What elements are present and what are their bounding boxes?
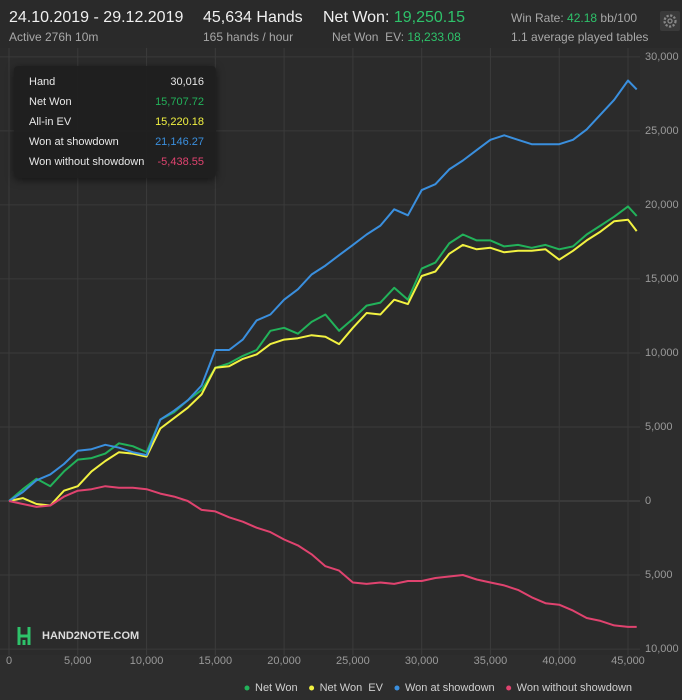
x-tick-label: 40,000 [542,655,576,667]
tooltip-row: Hand 30,016 [14,72,216,92]
tooltip-row: All-in EV 15,220.18 [14,112,216,132]
logo-mark [17,627,31,645]
tooltip-value: 15,220.18 [155,116,204,128]
series-line [8,79,638,502]
net-won-value: 19,250.15 [393,9,466,26]
date-range: 24.10.2019 - 29.12.2019 [9,9,184,26]
net-won: Net Won: 19,250.15 [323,9,465,27]
tooltip-label: Hand [29,76,56,88]
legend-label: Won without showdown [517,682,632,694]
legend-label: Net Won EV [320,682,384,694]
legend-dot [394,685,400,691]
tooltip-value: 21,146.27 [155,136,204,148]
tooltip-value: 30,016 [170,76,204,88]
net-won-ev-label: Net Won EV: [332,30,405,44]
x-tick-label: 0 [6,655,12,667]
tooltip-label: All-in EV [29,116,72,128]
active-time: Active 276h 10m [9,30,99,44]
win-rate-value: 42.18 [567,11,598,25]
net-won-ev-value: 18,233.08 [407,30,461,44]
y-tick-label: 10,000 [645,347,679,359]
win-rate-label: Win Rate: [511,11,564,25]
tooltip-value: 15,707.72 [155,96,204,108]
tooltip-row: Won without showdown -5,438.55 [14,152,216,172]
win-rate: Win Rate: 42.18 bb/100 [511,11,637,25]
tooltip-row: Won at showdown 21,146.27 [14,132,216,152]
hands-per-hour: 165 hands / hour [203,30,294,44]
net-won-label: Net Won: [323,9,390,26]
settings-icon[interactable] [660,11,680,31]
x-tick-label: 30,000 [405,655,439,667]
x-tick-label: 25,000 [336,655,370,667]
y-tick-label: 15,000 [645,273,679,285]
y-tick-label: 10,000 [645,643,679,655]
y-tick-label: 20,000 [645,199,679,211]
header: 24.10.2019 - 29.12.2019 Active 276h 10m … [0,0,682,48]
tooltip-row: Net Won 15,707.72 [14,92,216,112]
legend-label: Net Won [255,682,298,694]
y-tick-label: 25,000 [645,125,679,137]
watermark-text: HAND2NOTE.COM [42,630,139,642]
legend-label: Won at showdown [405,682,495,694]
tooltip-value: -5,438.55 [157,156,204,168]
x-tick-label: 35,000 [474,655,508,667]
y-tick-label: 5,000 [645,569,673,581]
tooltip: Hand 30,016 Net Won 15,707.72 All-in EV 15,22… [14,66,216,178]
tooltip-label: Won without showdown [29,156,145,168]
legend-dot [506,685,512,691]
tables: 1.1 average played tables [511,30,649,44]
x-tick-label: 15,000 [199,655,233,667]
net-won-ev: Net Won EV: 18,233.08 [332,30,461,44]
y-tick-label: 30,000 [645,51,679,63]
series-line [8,485,637,628]
x-tick-label: 10,000 [130,655,164,667]
win-rate-unit: bb/100 [600,11,638,25]
series-line [8,218,638,507]
x-tick-label: 45,000 [611,655,645,667]
watermark: HAND2NOTE.COM [17,627,139,645]
x-tick-label: 20,000 [267,655,301,667]
x-tick-label: 5,000 [64,655,92,667]
tooltip-label: Net Won [29,96,72,108]
y-tick-label: 5,000 [645,421,673,433]
y-tick-label: 0 [645,495,651,507]
legend-dot [309,685,315,691]
hands: 45,634 Hands [203,9,303,26]
tooltip-label: Won at showdown [29,136,119,148]
legend-dot [244,685,250,691]
